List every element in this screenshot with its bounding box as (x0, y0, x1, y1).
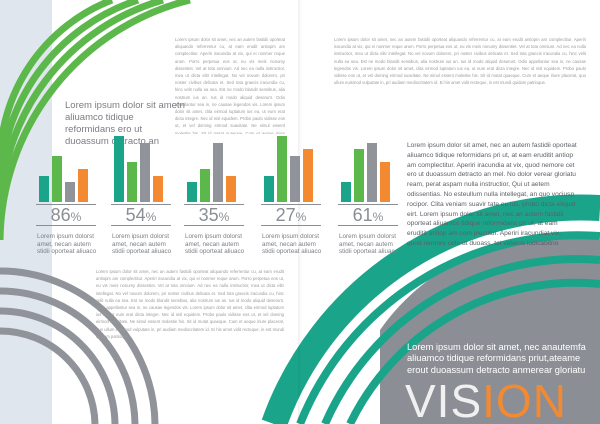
stat-bar (187, 182, 197, 202)
stat-bar (341, 182, 351, 202)
right-body-text: Lorem ipsum dolor sit amet, nec an autem… (407, 142, 577, 247)
stat-percent-sign: % (372, 210, 384, 224)
right-column-top-text: Lorem ipsum dolor sit amet, nec an autem… (334, 37, 586, 86)
stat-bar (303, 149, 313, 202)
stat-percent-sign: % (70, 210, 82, 224)
bottom-heading: Lorem ipsum dolor sit amet, nec anautemf… (407, 342, 586, 375)
stat-percent-value: 35 (198, 205, 219, 225)
stat-percent-box: 27% (261, 204, 321, 226)
stat-percent-box: 61% (338, 204, 398, 226)
stat-percent-box: 86% (36, 204, 96, 226)
stat-percent-value: 27 (275, 205, 296, 225)
stat-bar (78, 169, 88, 202)
stat-bar (277, 136, 287, 202)
stat-caption: Lorem ipsum dolorst amet, necan autem st… (339, 233, 399, 255)
stat-percent-value: 86 (50, 205, 71, 225)
stat-caption: Lorem ipsum dolorst amet, necan autem st… (112, 233, 172, 255)
stat-bar (127, 162, 137, 202)
stat-percent: 27% (261, 206, 321, 226)
left-heading: Lorem ipsum dolor sit ametn aliuamco tid… (65, 100, 185, 147)
stat-bar (226, 175, 236, 202)
stat-percent-sign: % (145, 210, 157, 224)
stat-percent-value: 61 (352, 205, 373, 225)
vision-title: VISION (405, 378, 567, 424)
stat-bar (290, 155, 300, 202)
gray-arcs (0, 267, 159, 424)
stat-percent: 35% (184, 206, 244, 226)
stat-bar (213, 142, 223, 202)
teal-wide-arc (261, 194, 600, 424)
stat-chart-5 (337, 132, 401, 202)
stat-caption: Lorem ipsum dolorst amet, necan autem st… (185, 233, 245, 255)
stat-bar (140, 142, 150, 202)
stat-bar (52, 155, 62, 202)
left-column-top-text: Lorem ipsum dolor sit amet, nec an autem… (175, 37, 285, 134)
stat-bar (39, 175, 49, 202)
stat-chart-4 (260, 132, 324, 202)
stat-bar (153, 175, 163, 202)
stat-bar (114, 136, 124, 202)
page-fold (298, 0, 302, 424)
stat-bar (354, 149, 364, 202)
stat-percent-value: 54 (125, 205, 146, 225)
vision-part1: VIS (405, 375, 483, 424)
stat-percent: 86% (36, 206, 96, 226)
stat-percent: 61% (338, 206, 398, 226)
stat-caption: Lorem ipsum dolorst amet, necan autem st… (37, 233, 97, 255)
stat-chart-2 (110, 132, 174, 202)
stat-bar (200, 169, 210, 202)
stat-percent: 54% (111, 206, 171, 226)
left-column-bottom-text: Lorem ipsum dolor sit amet, nec an autem… (96, 269, 284, 339)
stat-percent-box: 54% (111, 204, 171, 226)
green-arcs (0, 0, 191, 241)
stat-bar (65, 182, 75, 202)
stat-bar (380, 162, 390, 202)
stat-percent-sign: % (218, 210, 230, 224)
stat-percent-box: 35% (184, 204, 244, 226)
vision-part2: ION (482, 375, 567, 424)
stat-chart-3 (183, 132, 247, 202)
stat-bar (264, 175, 274, 202)
stat-percent-sign: % (295, 210, 307, 224)
stat-bar (367, 142, 377, 202)
stat-chart-1 (35, 132, 99, 202)
teal-arcs (296, 231, 600, 424)
stat-caption: Lorem ipsum dolorst amet, necan autem st… (262, 233, 322, 255)
